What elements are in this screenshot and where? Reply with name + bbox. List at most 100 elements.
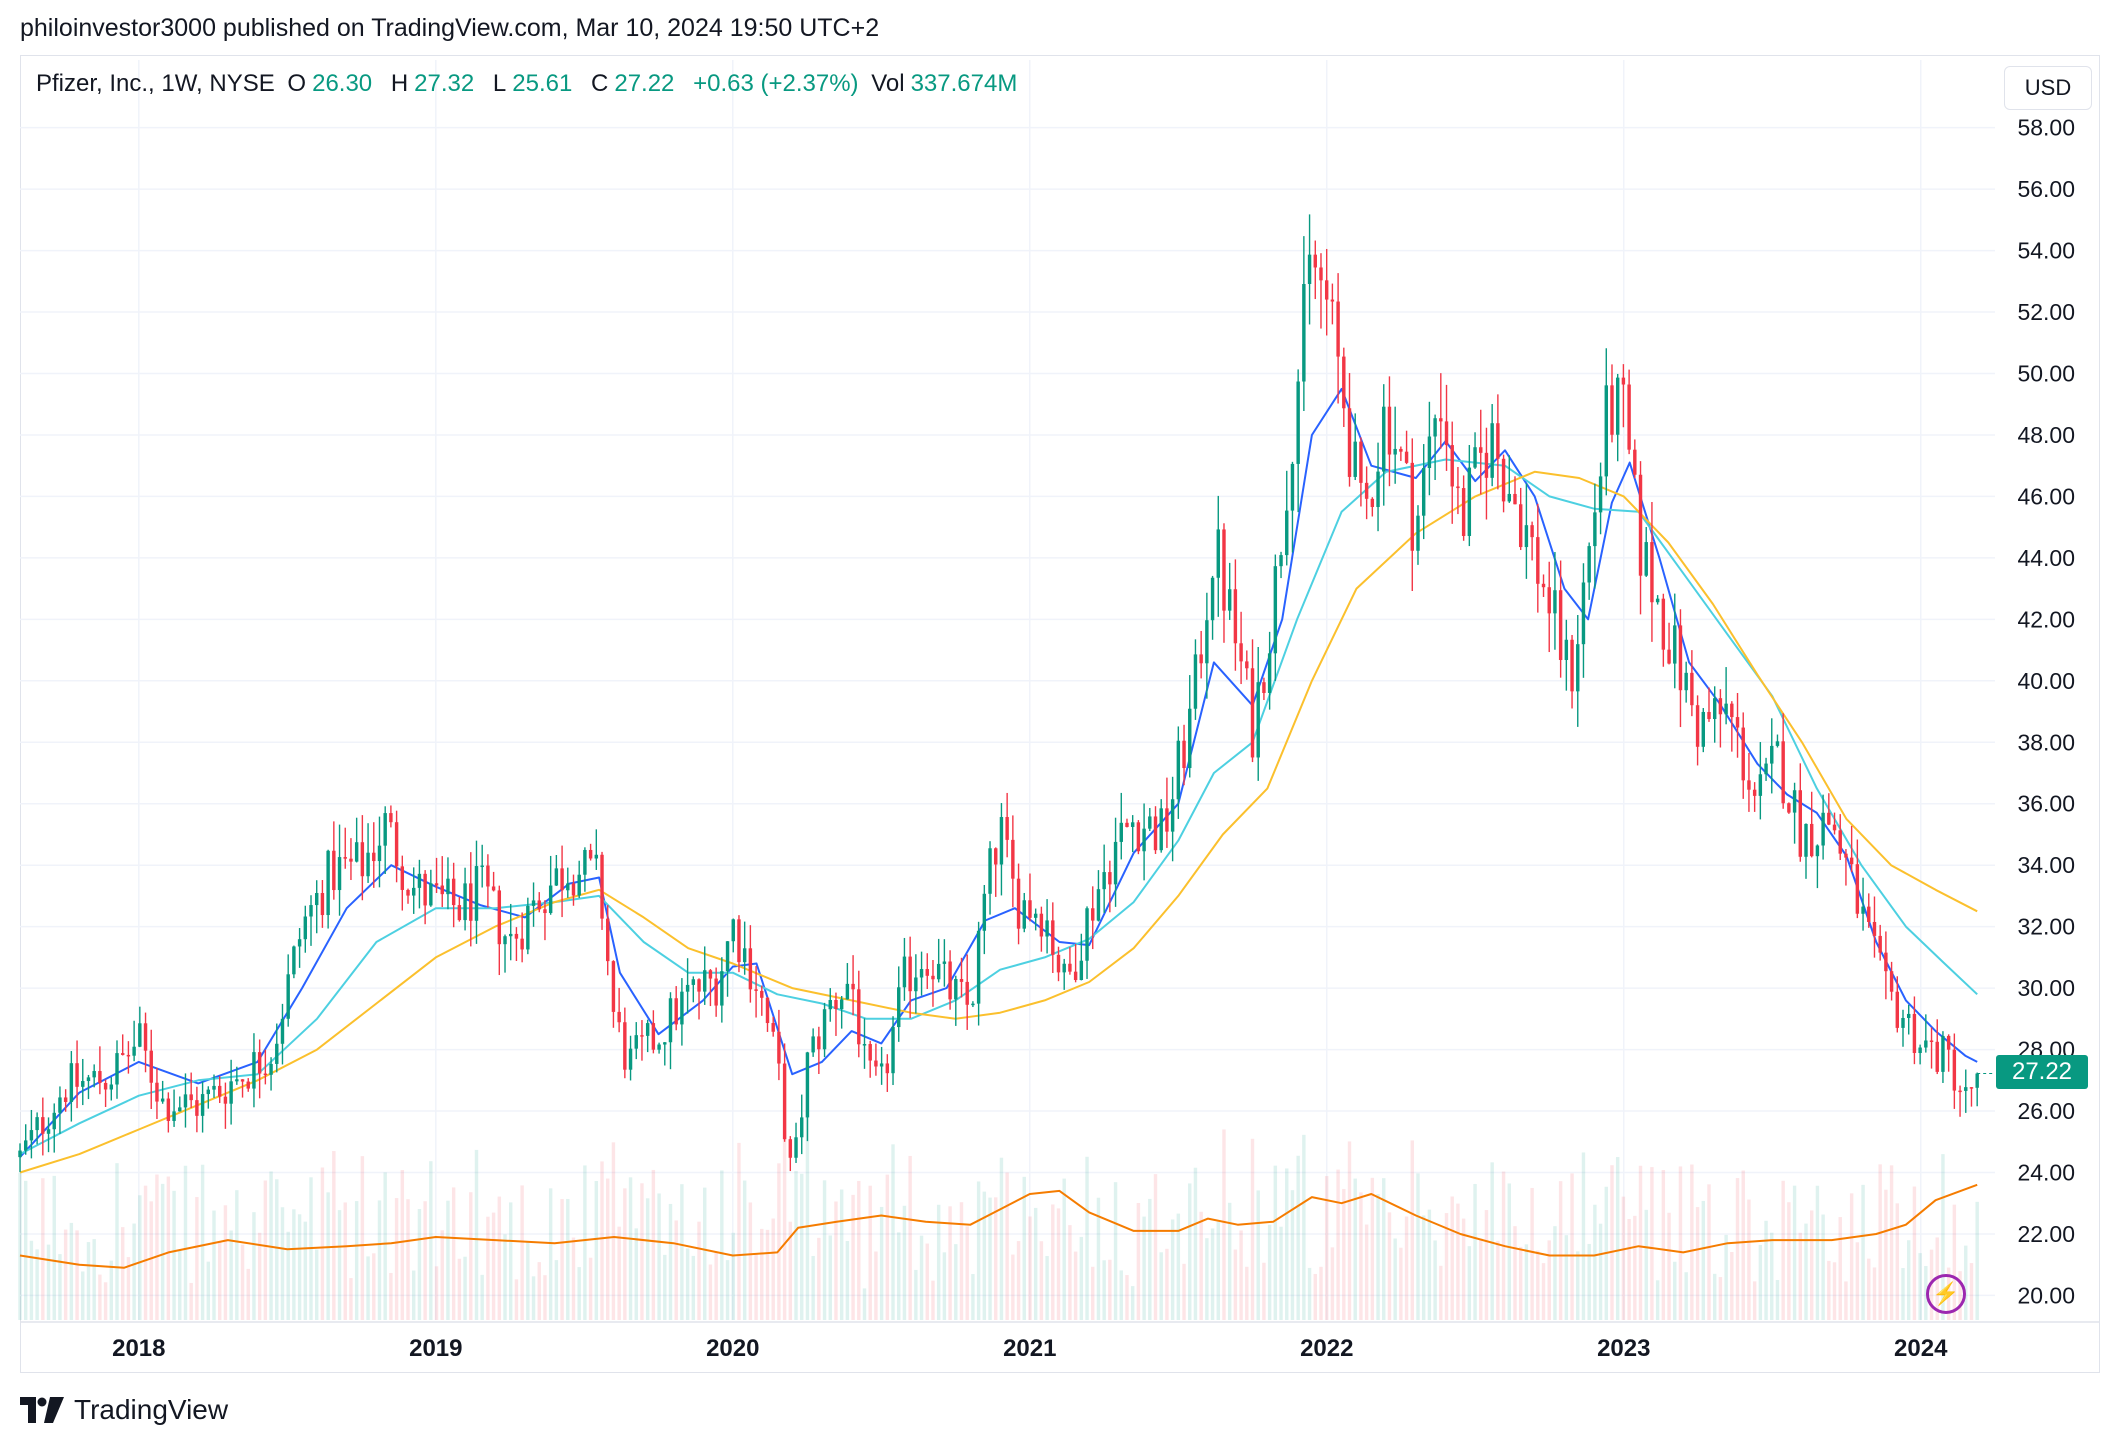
volume-bar: [537, 1262, 541, 1320]
candle-body: [1085, 908, 1089, 961]
volume-bar: [908, 1155, 912, 1320]
candle-body: [1239, 643, 1243, 662]
candle-body: [440, 885, 444, 895]
candle-body: [1416, 515, 1420, 551]
volume-bar: [195, 1197, 199, 1320]
volume-bar: [235, 1190, 239, 1320]
volume-bar: [566, 1198, 570, 1320]
volume-bar: [839, 1189, 844, 1320]
candle-body: [1570, 639, 1574, 692]
candle-body: [212, 1085, 216, 1090]
candle-body: [1730, 703, 1734, 718]
volume-bar: [1906, 1240, 1911, 1320]
volume-bar: [1307, 1267, 1312, 1320]
candle-body: [1764, 763, 1768, 775]
candle-body: [1735, 717, 1740, 728]
candle-body: [1467, 467, 1472, 536]
volume-bar: [954, 1244, 958, 1320]
currency-button[interactable]: USD: [2004, 66, 2092, 110]
volume-bar: [332, 1151, 336, 1320]
volume-bar: [805, 1111, 810, 1320]
volume-bar: [1136, 1203, 1141, 1320]
candle-body: [303, 916, 308, 940]
volume-bar: [1068, 1225, 1072, 1320]
candle-body: [1011, 839, 1015, 879]
candle-body: [1051, 920, 1055, 955]
volume-bar: [623, 1188, 627, 1320]
volume-bar: [1353, 1178, 1357, 1320]
candle-body: [817, 1036, 821, 1050]
volume-bar: [1473, 1183, 1477, 1320]
volume-bar: [115, 1163, 119, 1320]
candle-body: [1473, 447, 1477, 468]
candle-body: [994, 848, 998, 865]
volume-bar: [1667, 1212, 1671, 1320]
volume-bar: [663, 1254, 667, 1320]
candle-body: [63, 1097, 68, 1102]
volume-bar: [999, 1157, 1004, 1320]
candle-body: [708, 970, 713, 979]
y-tick-label: 44.00: [2017, 545, 2075, 571]
volume-bar: [1461, 1218, 1466, 1320]
candle-body: [1330, 299, 1335, 302]
volume-bar: [976, 1181, 981, 1320]
volume-bar: [1410, 1140, 1414, 1320]
volume-bar: [178, 1250, 182, 1320]
volume-bar: [1256, 1190, 1260, 1320]
volume-bar: [554, 1260, 559, 1320]
volume-bar: [942, 1252, 947, 1320]
volume-bar: [1382, 1178, 1386, 1320]
candle-body: [417, 873, 422, 888]
volume-bar: [160, 1183, 165, 1320]
volume-bar: [1678, 1166, 1683, 1320]
volume-bar: [1564, 1235, 1569, 1320]
candle-body: [98, 1071, 102, 1083]
candle-body: [172, 1111, 176, 1121]
y-tick-label: 20.00: [2017, 1282, 2075, 1308]
footer[interactable]: TradingView: [20, 1394, 228, 1426]
volume-bar: [1416, 1173, 1420, 1320]
candle-body: [988, 848, 992, 894]
candle-body: [1193, 654, 1198, 709]
volume-bar: [1524, 1244, 1529, 1320]
candle-body: [600, 854, 604, 919]
candle-body: [1399, 448, 1403, 452]
moving-average-lines: [19, 387, 1995, 1174]
close-value: 27.22: [614, 70, 675, 97]
candle-body: [954, 979, 958, 1000]
candle-body: [845, 983, 850, 1000]
volume-bar: [1969, 1263, 1974, 1320]
candle-body: [720, 971, 724, 1006]
candle-body: [1216, 529, 1220, 578]
volume-bar: [126, 1257, 131, 1320]
candle-body: [1176, 740, 1181, 800]
candle-body: [1079, 960, 1084, 981]
volume-bar: [514, 1279, 519, 1320]
candle-body: [1227, 589, 1232, 611]
lightning-bolt-icon[interactable]: ⚡: [1926, 1274, 1966, 1314]
volume-bar: [703, 1187, 707, 1320]
candle-body: [1678, 625, 1683, 691]
y-tick-label: 34.00: [2017, 852, 2075, 878]
candle-body: [446, 878, 450, 895]
low-value: 25.61: [512, 70, 573, 97]
volume-bar: [58, 1254, 62, 1320]
volume-bar: [63, 1229, 68, 1320]
candle-body: [862, 1044, 867, 1046]
volume-bar: [1142, 1216, 1146, 1320]
volume-bar: [851, 1194, 855, 1320]
candle-body: [275, 1043, 279, 1064]
candle-body: [1479, 447, 1483, 453]
volume-bar: [1838, 1217, 1842, 1320]
candle-body: [1501, 458, 1506, 502]
volume-bar: [1165, 1248, 1169, 1320]
volume-bar: [1370, 1177, 1375, 1320]
volume-bar: [1610, 1165, 1614, 1320]
volume-bar: [1376, 1194, 1380, 1320]
symbol-label[interactable]: Pfizer, Inc., 1W, NYSE: [36, 70, 275, 97]
candle-body: [1958, 1090, 1962, 1093]
candle-body: [1809, 823, 1814, 857]
volume-bar: [1170, 1219, 1175, 1320]
volume-bar: [1113, 1182, 1118, 1320]
